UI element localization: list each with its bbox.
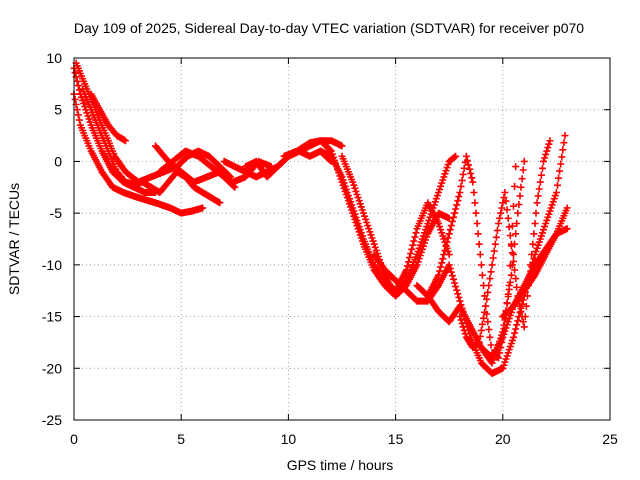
data-points xyxy=(70,59,571,377)
x-tick-label: 15 xyxy=(388,431,404,447)
x-tick-label: 20 xyxy=(495,431,511,447)
y-axis-label: SDTVAR / TECUs xyxy=(6,183,22,295)
data-marker xyxy=(370,132,569,377)
data-marker xyxy=(87,90,129,145)
series-sat-18 xyxy=(499,204,571,321)
plot-frame xyxy=(73,57,611,421)
x-tick-label: 5 xyxy=(177,431,185,447)
data-marker xyxy=(456,137,554,352)
x-axis-label: GPS time / hours xyxy=(287,457,394,473)
series-sat-16 xyxy=(456,137,554,352)
x-tick-label: 0 xyxy=(70,431,78,447)
y-tick-label: -20 xyxy=(42,360,62,376)
y-tick-label: 0 xyxy=(54,153,62,169)
chart-title: Day 109 of 2025, Sidereal Day-to-day VTE… xyxy=(74,20,584,36)
y-tick-label: -10 xyxy=(42,257,62,273)
data-marker xyxy=(156,147,239,191)
y-tick-label: 5 xyxy=(54,102,62,118)
series-sat-7 xyxy=(156,147,239,191)
y-tick-label: -15 xyxy=(42,309,62,325)
y-tick-label: -25 xyxy=(42,412,62,428)
x-tick-label: 25 xyxy=(602,431,618,447)
y-tick-labels: -25 -20 -15 -10 -5 0 5 10 xyxy=(42,50,62,428)
x-tick-label: 10 xyxy=(281,431,297,447)
series-sat-5 xyxy=(87,90,129,145)
gridlines xyxy=(73,57,611,421)
series-sat-13 xyxy=(370,132,569,377)
x-tick-labels: 0 5 10 15 20 25 xyxy=(70,431,618,447)
y-tick-label: -5 xyxy=(50,205,63,221)
y-tick-label: 10 xyxy=(46,50,62,66)
data-marker xyxy=(499,204,571,321)
